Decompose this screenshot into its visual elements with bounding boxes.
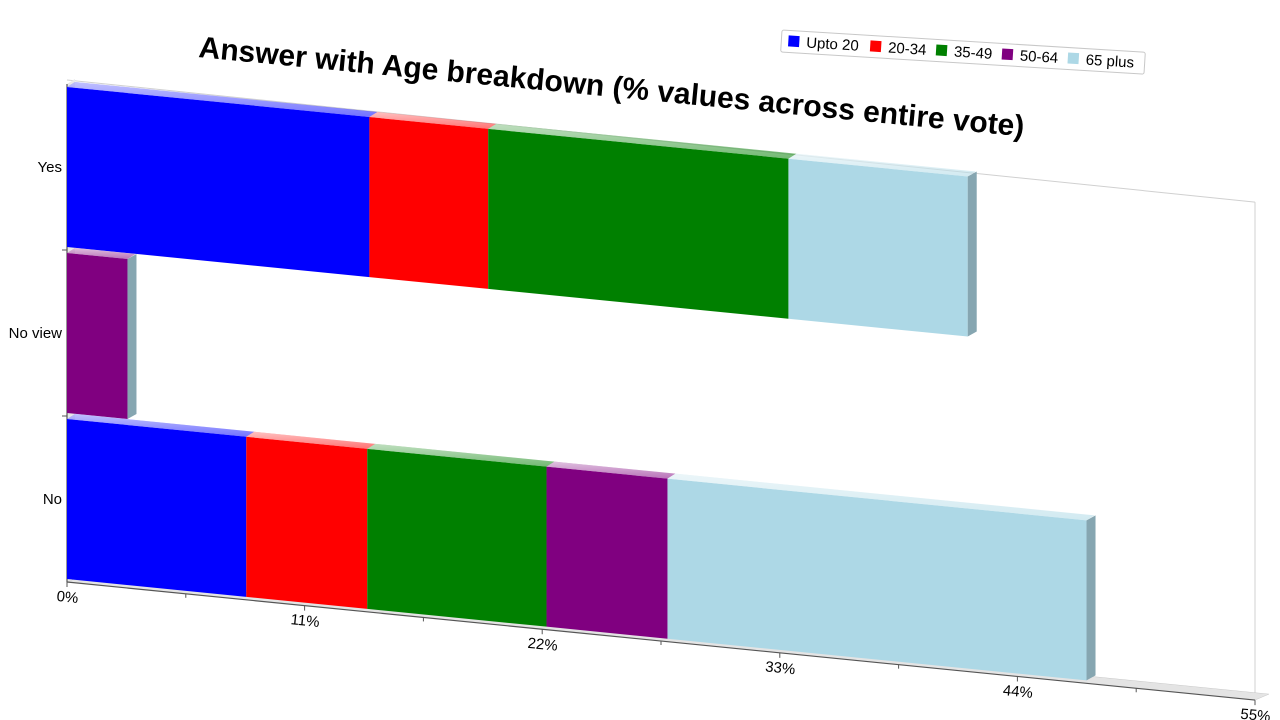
bar-top-highlight bbox=[246, 431, 376, 449]
legend-label: 20-34 bbox=[888, 40, 927, 59]
x-tick-label: 33% bbox=[764, 658, 796, 678]
bar-top-highlight bbox=[67, 413, 255, 437]
legend-label: 50-64 bbox=[1019, 48, 1058, 67]
bar-segment bbox=[67, 418, 247, 597]
bar-segment bbox=[67, 86, 370, 278]
legend-label: 65 plus bbox=[1085, 52, 1134, 72]
x-axis: 0% 11% 22% 33% 44% 55% bbox=[56, 581, 1272, 720]
bar-segment bbox=[546, 466, 668, 639]
bar-segment bbox=[246, 436, 368, 609]
y-category-label: Yes bbox=[38, 159, 62, 176]
legend-swatch bbox=[788, 35, 800, 48]
x-tick-label: 0% bbox=[56, 588, 79, 607]
y-category-label: No bbox=[43, 491, 62, 508]
y-axis: Yes No view No bbox=[9, 84, 68, 582]
x-tick-label: 55% bbox=[1240, 706, 1272, 720]
legend-group[interactable]: Upto 20 20-34 35-49 50-64 65 plus bbox=[780, 29, 1146, 75]
x-tick-label: 11% bbox=[290, 611, 320, 631]
legend-label: 35-49 bbox=[953, 44, 992, 63]
bar-top-highlight bbox=[667, 473, 1095, 521]
bar-top-highlight bbox=[67, 81, 378, 118]
legend-swatch bbox=[1067, 52, 1080, 65]
bar-top-highlight bbox=[546, 461, 676, 479]
legend-swatch bbox=[1001, 48, 1014, 61]
bar-end-face bbox=[1086, 515, 1096, 681]
x-tick-label: 22% bbox=[527, 635, 559, 655]
bar-segment bbox=[788, 158, 968, 337]
bar-end-face bbox=[127, 253, 137, 420]
legend-label: Upto 20 bbox=[806, 35, 859, 55]
bar-top-highlight bbox=[367, 443, 555, 467]
x-tick-label: 44% bbox=[1002, 682, 1034, 702]
bar-top-highlight bbox=[488, 123, 797, 159]
bar-segment bbox=[67, 252, 128, 420]
y-category-label: No view bbox=[9, 325, 63, 342]
bar-top-highlight bbox=[788, 153, 976, 177]
bar-top-highlight bbox=[369, 112, 497, 129]
bar-segment bbox=[667, 478, 1087, 681]
bar-top-highlight bbox=[67, 247, 136, 259]
bar-segment bbox=[488, 128, 789, 319]
bars bbox=[67, 81, 1096, 681]
bar-end-face bbox=[967, 171, 977, 337]
legend-swatch bbox=[869, 40, 882, 53]
bar-segment bbox=[369, 117, 489, 289]
legend-swatch bbox=[935, 44, 948, 57]
legend[interactable]: Upto 20 20-34 35-49 50-64 65 plus bbox=[780, 29, 1146, 75]
bar-segment bbox=[367, 448, 547, 627]
